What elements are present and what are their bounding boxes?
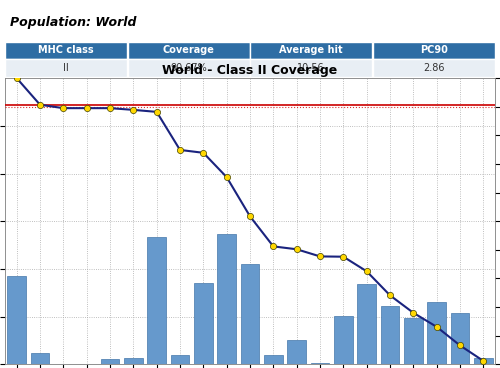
Text: II: II [64,63,69,73]
FancyBboxPatch shape [373,42,494,59]
Bar [264,355,282,364]
FancyBboxPatch shape [250,42,372,59]
Bar [194,283,212,364]
Bar [170,355,190,364]
Bar [380,306,400,364]
Text: Average hit: Average hit [280,45,343,55]
Text: Population: World: Population: World [10,16,136,29]
Bar [358,284,376,364]
Bar [240,264,260,364]
Text: 90.67%: 90.67% [170,63,207,73]
FancyBboxPatch shape [373,60,494,77]
FancyBboxPatch shape [128,60,250,77]
Bar [334,316,352,364]
Text: PC90: PC90 [420,45,448,55]
Title: World - Class II Coverage: World - Class II Coverage [162,64,338,77]
Bar [100,358,119,364]
Bar [30,353,50,364]
Bar [124,358,142,364]
Text: MHC class: MHC class [38,45,94,55]
Bar [288,340,306,364]
Text: 10.56: 10.56 [298,63,325,73]
Bar [404,318,422,364]
Bar [218,234,236,364]
Bar [310,363,330,364]
Bar [8,276,26,364]
Text: Coverage: Coverage [163,45,214,55]
FancyBboxPatch shape [250,60,372,77]
FancyBboxPatch shape [128,42,250,59]
FancyBboxPatch shape [6,60,127,77]
FancyBboxPatch shape [6,42,127,59]
Bar [474,358,492,364]
Bar [428,302,446,364]
Text: 2.86: 2.86 [423,63,444,73]
Bar [148,237,166,364]
Bar [450,313,469,364]
